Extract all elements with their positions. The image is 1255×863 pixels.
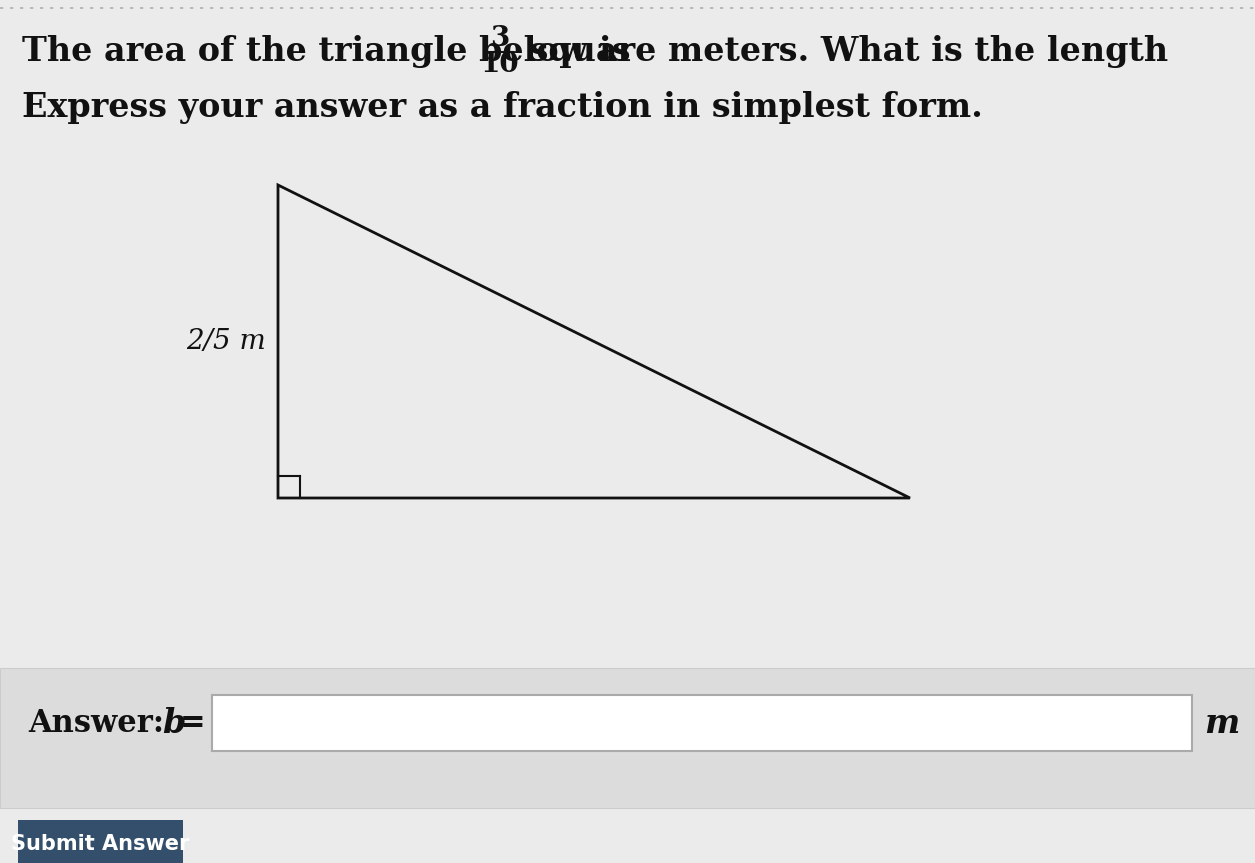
FancyBboxPatch shape [0, 668, 1255, 808]
Text: =: = [179, 708, 206, 739]
Text: Submit Answer: Submit Answer [11, 834, 190, 854]
Text: b: b [162, 707, 186, 740]
FancyBboxPatch shape [18, 820, 183, 863]
Text: 2/5 m: 2/5 m [186, 328, 266, 355]
Text: Answer:: Answer: [28, 708, 174, 739]
Text: The area of the triangle below is: The area of the triangle below is [23, 35, 643, 68]
Text: square meters. What is the length: square meters. What is the length [518, 35, 1168, 68]
Text: 10: 10 [481, 52, 520, 79]
FancyBboxPatch shape [212, 695, 1192, 751]
Text: 3: 3 [491, 26, 510, 53]
Text: Express your answer as a fraction in simplest form.: Express your answer as a fraction in sim… [23, 91, 983, 124]
Text: m: m [1204, 707, 1240, 740]
